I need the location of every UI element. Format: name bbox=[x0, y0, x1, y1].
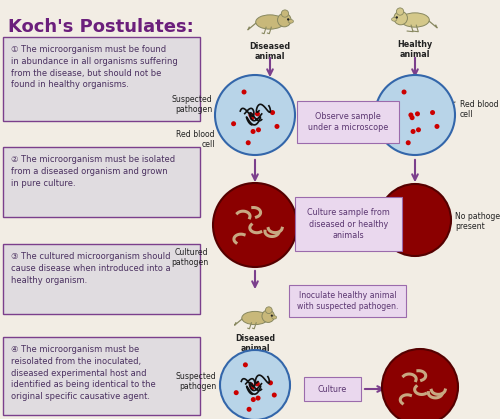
Circle shape bbox=[256, 396, 260, 401]
Circle shape bbox=[255, 381, 260, 386]
FancyBboxPatch shape bbox=[289, 285, 406, 317]
Circle shape bbox=[274, 124, 280, 129]
Circle shape bbox=[379, 184, 451, 256]
FancyBboxPatch shape bbox=[297, 101, 399, 143]
Circle shape bbox=[243, 362, 248, 367]
Circle shape bbox=[246, 140, 250, 145]
Text: No pathogens
present: No pathogens present bbox=[455, 212, 500, 231]
Text: ② The microorganism must be isolated
from a diseased organism and grown
in pure : ② The microorganism must be isolated fro… bbox=[11, 155, 175, 188]
Circle shape bbox=[396, 16, 398, 18]
Text: Diseased
animal: Diseased animal bbox=[235, 334, 275, 353]
Circle shape bbox=[375, 75, 455, 155]
Circle shape bbox=[266, 307, 272, 313]
Circle shape bbox=[410, 115, 414, 120]
Circle shape bbox=[256, 127, 261, 132]
Circle shape bbox=[410, 129, 416, 134]
FancyBboxPatch shape bbox=[3, 37, 200, 121]
Circle shape bbox=[408, 112, 414, 117]
Circle shape bbox=[220, 350, 290, 419]
Text: ③ The cultured microorganism should
cause disease when introduced into a
healthy: ③ The cultured microorganism should caus… bbox=[11, 252, 170, 285]
Circle shape bbox=[250, 385, 255, 390]
Circle shape bbox=[391, 121, 396, 126]
Circle shape bbox=[251, 397, 256, 402]
Ellipse shape bbox=[288, 20, 294, 23]
Text: Suspected
pathogen: Suspected pathogen bbox=[171, 95, 212, 114]
Circle shape bbox=[270, 110, 275, 115]
Circle shape bbox=[430, 110, 435, 115]
Circle shape bbox=[213, 183, 297, 267]
Text: Culture: Culture bbox=[318, 385, 347, 393]
Text: Diseased
animal: Diseased animal bbox=[250, 42, 290, 62]
Ellipse shape bbox=[400, 13, 430, 27]
Circle shape bbox=[234, 390, 238, 395]
Circle shape bbox=[406, 140, 410, 145]
FancyBboxPatch shape bbox=[3, 337, 200, 415]
Ellipse shape bbox=[272, 316, 276, 319]
Circle shape bbox=[246, 407, 252, 412]
Circle shape bbox=[416, 127, 421, 132]
Circle shape bbox=[394, 11, 407, 25]
Circle shape bbox=[278, 13, 291, 27]
Text: Suspected
pathogen: Suspected pathogen bbox=[176, 372, 216, 391]
Text: Healthy
animal: Healthy animal bbox=[398, 40, 432, 59]
Circle shape bbox=[396, 8, 404, 15]
FancyBboxPatch shape bbox=[304, 377, 361, 401]
Ellipse shape bbox=[392, 18, 397, 21]
Circle shape bbox=[402, 90, 406, 95]
Circle shape bbox=[262, 310, 274, 323]
Circle shape bbox=[215, 75, 295, 155]
Circle shape bbox=[287, 18, 290, 21]
FancyBboxPatch shape bbox=[295, 197, 402, 251]
Text: Red blood
cell: Red blood cell bbox=[460, 100, 498, 119]
Text: ① The microorganism must be found
in abundance in all organisms suffering
from t: ① The microorganism must be found in abu… bbox=[11, 45, 178, 89]
Circle shape bbox=[382, 349, 458, 419]
FancyBboxPatch shape bbox=[3, 147, 200, 217]
Circle shape bbox=[231, 121, 236, 126]
Circle shape bbox=[248, 112, 254, 117]
Text: ④ The microorganism must be
reisolated from the inoculated,
diseased experimenta: ④ The microorganism must be reisolated f… bbox=[11, 345, 156, 401]
Text: Cultured
pathogen: Cultured pathogen bbox=[171, 248, 208, 267]
Text: Koch's Postulates:: Koch's Postulates: bbox=[8, 18, 194, 36]
Circle shape bbox=[248, 383, 254, 388]
Circle shape bbox=[242, 90, 246, 95]
Circle shape bbox=[415, 111, 420, 116]
Circle shape bbox=[250, 129, 256, 134]
Text: Red blood
cell: Red blood cell bbox=[176, 130, 215, 150]
Circle shape bbox=[270, 315, 273, 317]
Ellipse shape bbox=[256, 15, 284, 29]
Text: Observe sample
under a microscope: Observe sample under a microscope bbox=[308, 112, 388, 132]
Circle shape bbox=[268, 380, 273, 385]
FancyBboxPatch shape bbox=[3, 244, 200, 314]
Circle shape bbox=[282, 10, 288, 17]
Circle shape bbox=[434, 124, 440, 129]
Text: Inoculate healthy animal
with suspected pathogen.: Inoculate healthy animal with suspected … bbox=[297, 291, 398, 311]
Text: Culture sample from
diseased or healthy
animals: Culture sample from diseased or healthy … bbox=[307, 208, 390, 240]
Circle shape bbox=[272, 393, 277, 398]
Circle shape bbox=[255, 111, 260, 116]
Circle shape bbox=[250, 115, 254, 120]
Ellipse shape bbox=[242, 311, 268, 325]
